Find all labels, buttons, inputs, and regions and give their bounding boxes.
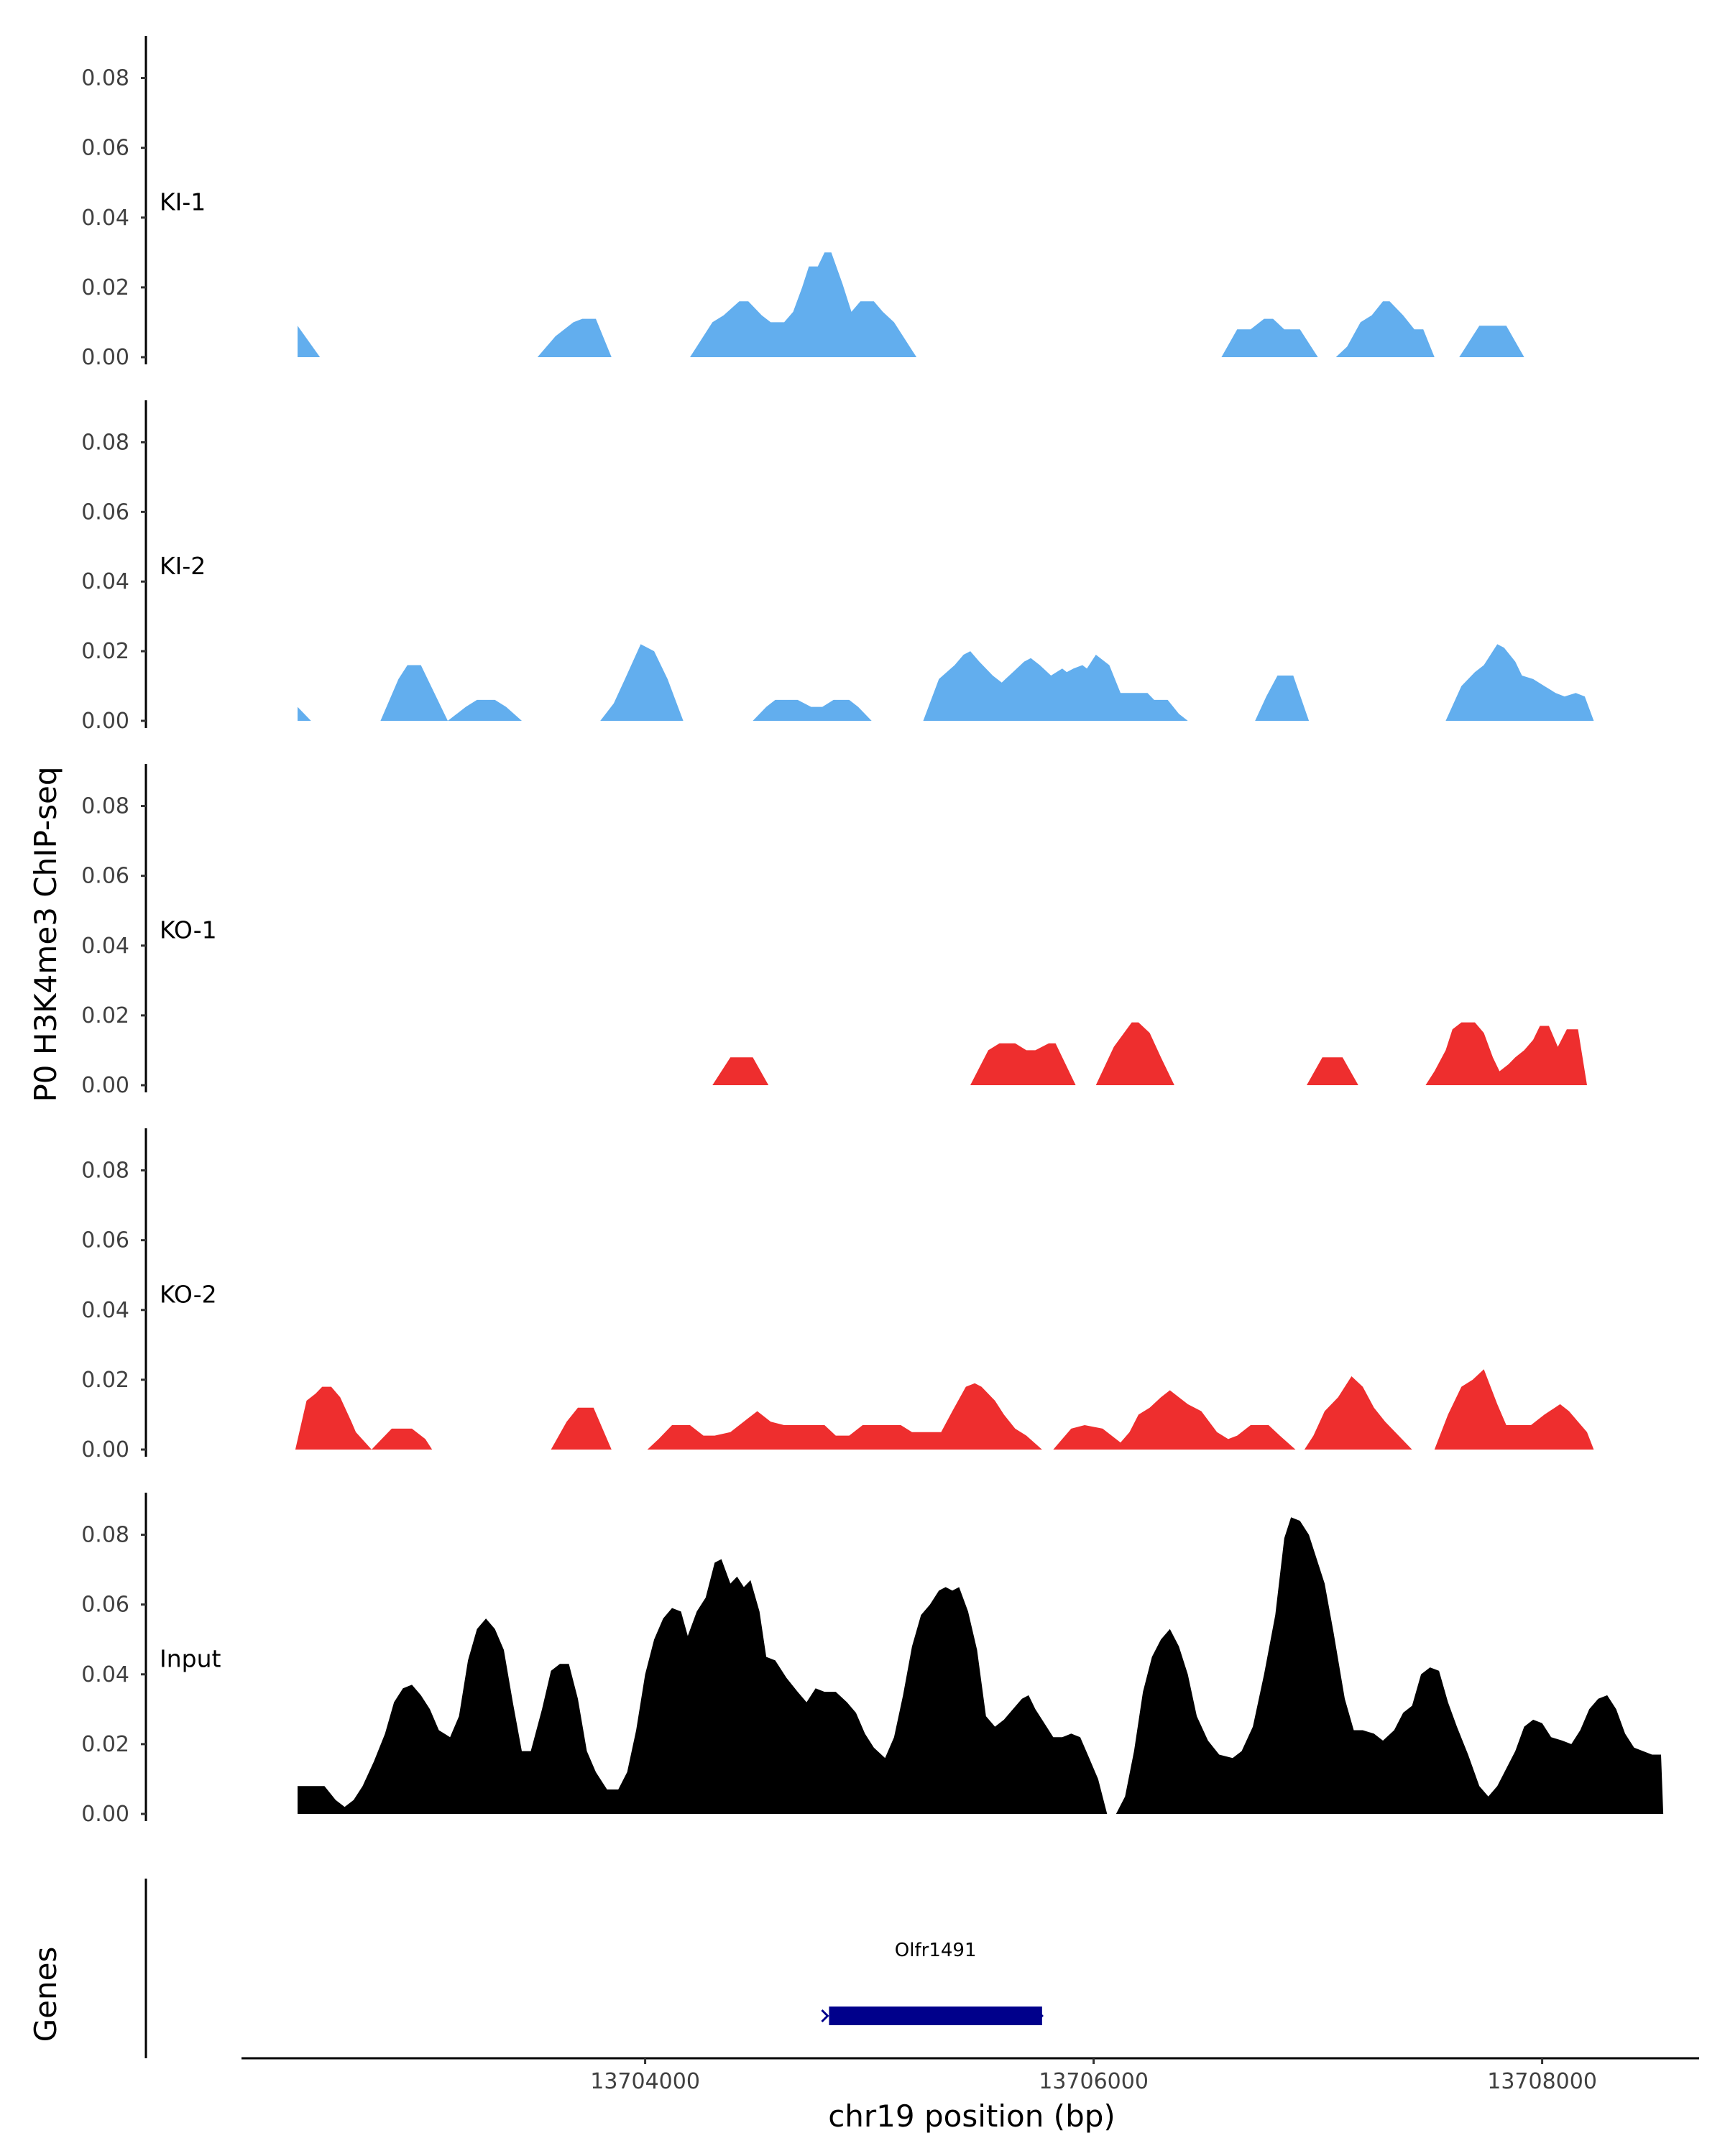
signal-area — [1304, 1376, 1412, 1450]
y-tick-label: 0.02 — [81, 1732, 129, 1757]
track-label: KI-1 — [160, 188, 206, 216]
signal-area — [298, 326, 321, 357]
x-tick-label: 13706000 — [1039, 2069, 1149, 2094]
y-axis-title: P0 H3K4me3 ChIP-seq — [28, 766, 63, 1102]
x-axis: 13704000 13706000 13708000 — [242, 2057, 1699, 2094]
signal-area — [647, 1383, 1042, 1450]
y-tick-label: 0.00 — [81, 345, 129, 370]
y-tick-label: 0.04 — [81, 1662, 129, 1687]
strand-arrow — [1035, 2009, 1044, 2023]
y-tick-label: 0.06 — [81, 499, 129, 525]
gene-label: Olfr1491 — [895, 1940, 977, 1961]
track-ko-2: 0.00 0.02 0.04 0.06 0.08 KO-2 — [81, 1128, 1594, 1462]
track-label: KO-1 — [160, 916, 217, 944]
y-tick-label: 0.04 — [81, 569, 129, 594]
signal-area — [1425, 1022, 1587, 1085]
y-tick-label: 0.04 — [81, 1298, 129, 1323]
signal-area — [537, 318, 612, 357]
x-tick-label: 13704000 — [590, 2069, 700, 2094]
y-tick-label: 0.06 — [81, 864, 129, 889]
signal-area — [1255, 676, 1310, 721]
gene-olfr1491: Olfr1491 — [821, 1940, 1044, 2025]
y-tick-label: 0.04 — [81, 206, 129, 231]
signal-area — [298, 1559, 1108, 1814]
y-tick-label: 0.08 — [81, 794, 129, 819]
signal-area — [923, 651, 1188, 721]
x-axis-title: chr19 position (bp) — [828, 2099, 1116, 2134]
y-tick-label: 0.02 — [81, 275, 129, 300]
track-label: Input — [160, 1645, 221, 1673]
signal-area — [1307, 1057, 1358, 1085]
y-tick-label: 0.02 — [81, 1368, 129, 1393]
y-tick-label: 0.08 — [81, 1158, 129, 1184]
signal-area — [600, 644, 684, 721]
y-tick-label: 0.06 — [81, 1228, 129, 1253]
signal-area — [1116, 1517, 1664, 1814]
x-tick-label: 13708000 — [1487, 2069, 1597, 2094]
track-ko-1: 0.00 0.02 0.04 0.06 0.08 KO-1 — [81, 764, 1587, 1098]
signal-area — [690, 252, 917, 357]
y-tick-label: 0.00 — [81, 1437, 129, 1462]
signal-area — [712, 1057, 769, 1085]
gene-body — [829, 2007, 1042, 2025]
y-tick-label: 0.08 — [81, 1523, 129, 1548]
y-tick-label: 0.00 — [81, 1073, 129, 1098]
y-tick-label: 0.04 — [81, 934, 129, 959]
y-tick-label: 0.08 — [81, 66, 129, 91]
signal-area — [753, 699, 872, 721]
signal-area — [1459, 326, 1524, 357]
y-tick-label: 0.02 — [81, 639, 129, 664]
y-tick-label: 0.06 — [81, 136, 129, 161]
signal-area — [380, 665, 522, 721]
signal-area — [1095, 1022, 1174, 1085]
signal-area — [295, 1386, 433, 1450]
signal-area — [551, 1407, 612, 1450]
track-label: KI-2 — [160, 552, 206, 580]
genes-panel: Olfr1491 — [144, 1879, 1044, 2058]
genes-axis-title: Genes — [28, 1947, 63, 2042]
signal-area — [1221, 318, 1318, 357]
y-tick-label: 0.06 — [81, 1593, 129, 1618]
track-input: 0.00 0.02 0.04 0.06 0.08 Input — [81, 1493, 1664, 1827]
signal-area — [970, 1043, 1076, 1085]
y-tick-label: 0.00 — [81, 709, 129, 734]
track-ki-1: 0.00 0.02 0.04 0.06 0.08 KI-1 — [81, 36, 1524, 370]
y-tick-label: 0.08 — [81, 430, 129, 455]
signal-area — [1053, 1390, 1296, 1450]
signal-area — [298, 706, 311, 721]
signal-area — [1434, 1369, 1594, 1450]
y-tick-label: 0.02 — [81, 1003, 129, 1028]
signal-area — [1445, 644, 1594, 721]
track-label: KO-2 — [160, 1281, 217, 1309]
signal-area — [1335, 301, 1435, 357]
strand-arrow — [821, 2009, 829, 2023]
y-tick-label: 0.00 — [81, 1802, 129, 1827]
tracks-layer: 0.00 0.02 0.04 0.06 0.08 KI-1 0.00 0.02 0.04 0.06… — [81, 36, 1664, 1827]
track-ki-2: 0.00 0.02 0.04 0.06 0.08 KI-2 — [81, 400, 1594, 734]
